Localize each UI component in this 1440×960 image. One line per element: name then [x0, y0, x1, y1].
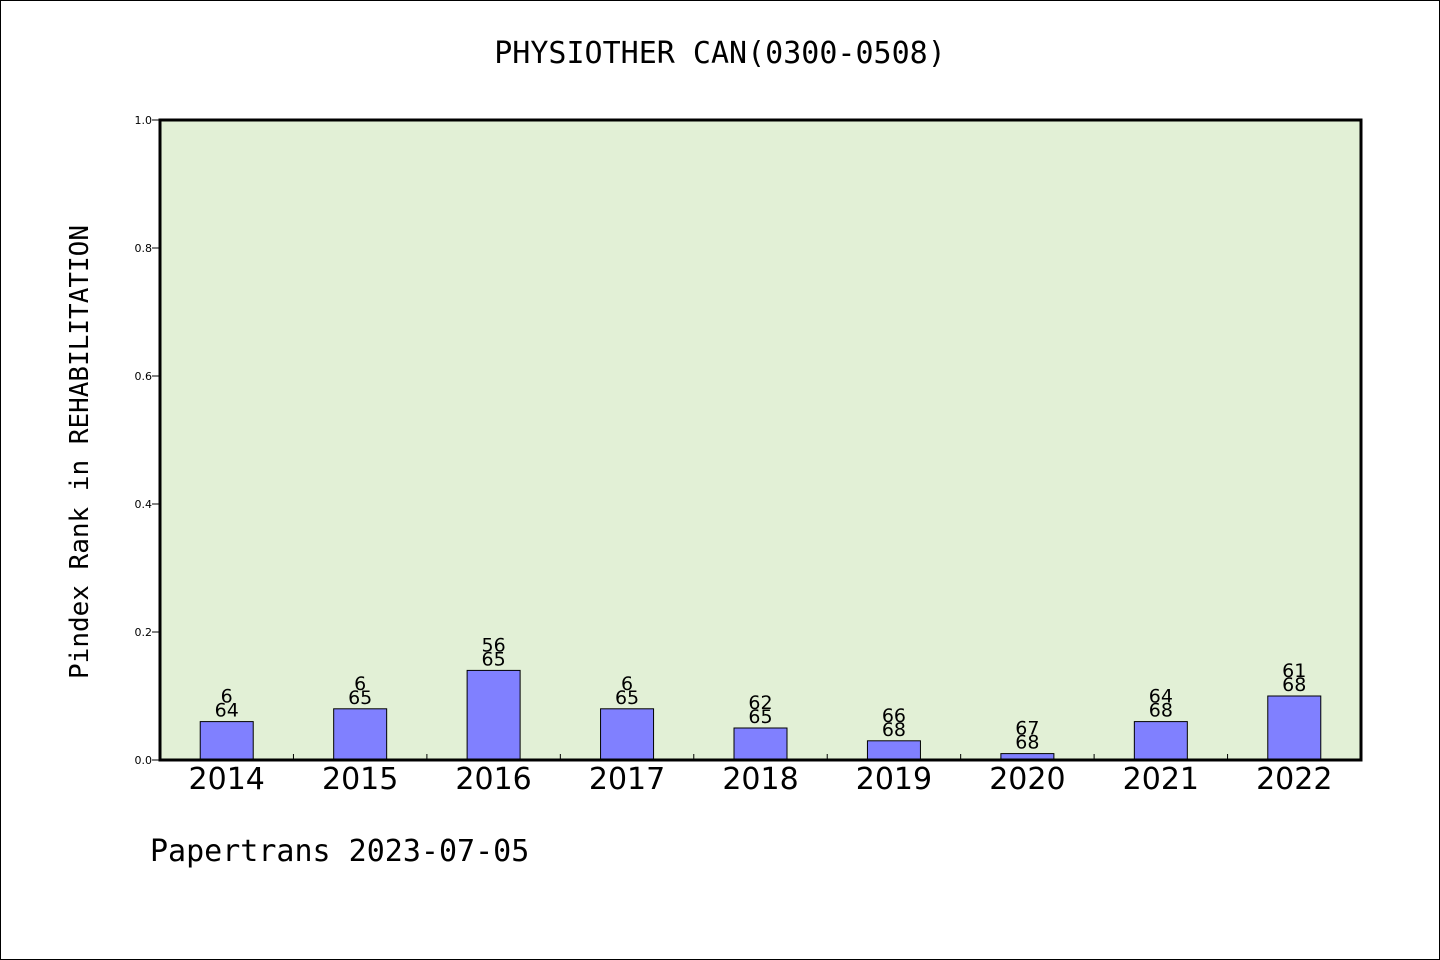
bar-total-label: 65 [748, 706, 772, 728]
bar-total-label: 65 [615, 687, 639, 709]
bar-rank-label: 62 [748, 692, 772, 714]
y-tick-label: 0.8 [135, 242, 153, 255]
bar [466, 669, 521, 761]
bar-total-label: 64 [215, 700, 239, 722]
plot-area [160, 120, 1361, 760]
x-tick-label: 2019 [856, 762, 932, 797]
bar-total-label: 68 [1015, 732, 1039, 754]
bar-rank-label: 64 [1149, 686, 1173, 708]
x-tick-label: 2018 [722, 762, 798, 797]
bar [199, 721, 254, 761]
x-tick-label: 2022 [1256, 762, 1332, 797]
bar-total-label: 68 [882, 719, 906, 741]
y-tick-label: 0.0 [135, 754, 153, 767]
bar [866, 740, 921, 761]
x-tick-label: 2015 [322, 762, 398, 797]
x-tick-label: 2017 [589, 762, 665, 797]
y-tick-label: 0.4 [135, 498, 153, 511]
bar-rank-label: 6 [221, 686, 233, 708]
bar [1133, 721, 1188, 761]
bar [733, 727, 788, 761]
footer-credit: Papertrans 2023-07-05 [150, 834, 530, 869]
bar-rank-label: 66 [882, 705, 906, 727]
bar [1267, 695, 1322, 761]
plot-border [158, 118, 1363, 762]
x-tick-label: 2021 [1123, 762, 1199, 797]
bar-total-label: 68 [1282, 674, 1306, 696]
y-tick-label: 0.6 [135, 370, 153, 383]
bar-total-label: 65 [348, 687, 372, 709]
x-tick-label: 2020 [989, 762, 1065, 797]
y-tick-label: 0.2 [135, 626, 153, 639]
bar-rank-label: 67 [1015, 718, 1039, 740]
x-tick-label: 2016 [455, 762, 531, 797]
bar-rank-label: 6 [621, 673, 633, 695]
bar-total-label: 65 [482, 648, 506, 670]
chart-title: PHYSIOTHER CAN(0300-0508) [494, 36, 946, 71]
bar-rank-label: 6 [354, 673, 366, 695]
y-tick-label: 1.0 [135, 114, 153, 127]
bar [333, 708, 388, 761]
bar-rank-label: 56 [482, 634, 506, 656]
bar [600, 708, 655, 761]
x-tick-label: 2014 [189, 762, 265, 797]
bar-total-label: 68 [1149, 700, 1173, 722]
bar-rank-label: 61 [1282, 660, 1306, 682]
